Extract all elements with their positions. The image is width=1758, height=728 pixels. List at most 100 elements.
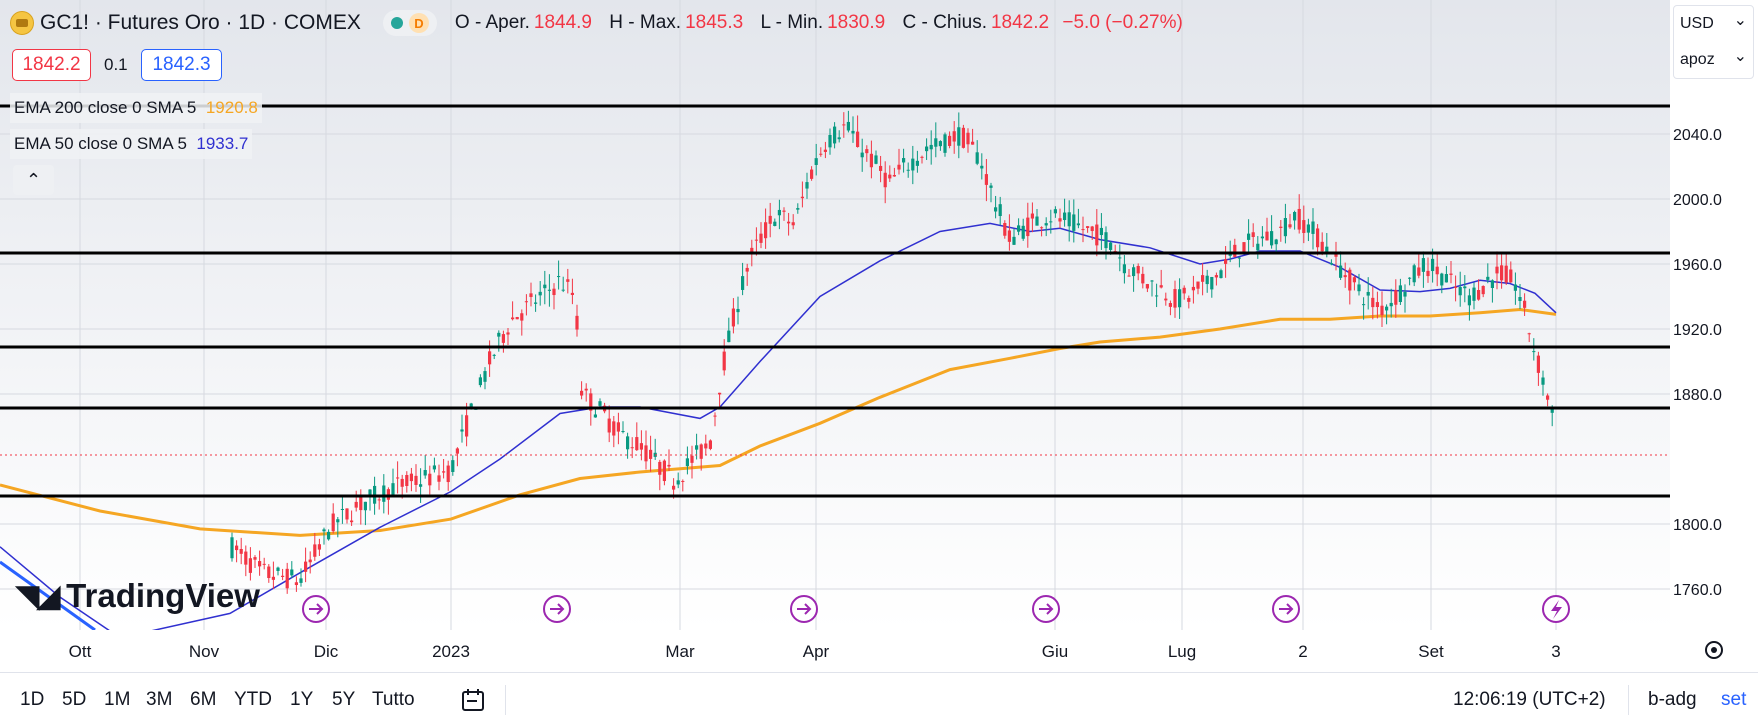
candles: [230, 110, 1554, 594]
candle-body: [1127, 275, 1131, 277]
collapse-legend-button[interactable]: ⌃: [13, 165, 54, 195]
candle-body: [230, 537, 234, 559]
candle-body: [1228, 254, 1232, 256]
candle-body: [1486, 276, 1490, 280]
candle-body: [1500, 265, 1504, 281]
candle-body: [1362, 304, 1366, 306]
candle-body: [593, 414, 597, 418]
event-marker-icon[interactable]: [543, 595, 571, 623]
timeframe-3m[interactable]: 3M: [146, 689, 173, 710]
candle-body: [1339, 265, 1343, 278]
candle-body: [966, 132, 970, 145]
candle-body: [1380, 305, 1384, 316]
currency-selector[interactable]: USD apoz: [1673, 5, 1754, 79]
candle-body: [607, 418, 611, 433]
buy-button[interactable]: 1842.3: [141, 49, 222, 81]
candle-body: [547, 289, 551, 291]
event-marker-icon[interactable]: [790, 595, 818, 623]
candle-body: [1053, 209, 1057, 214]
event-marker-icon[interactable]: [302, 595, 330, 623]
time-tick-label: 3: [1551, 642, 1560, 661]
candle-body: [1141, 273, 1145, 284]
price-tick-label: 1920.0: [1673, 322, 1722, 339]
candle-body: [1178, 289, 1182, 308]
timeframe-1y[interactable]: 1Y: [290, 689, 314, 710]
timeframe-5d[interactable]: 5D: [62, 689, 87, 710]
candle-body: [1302, 220, 1306, 233]
candle-body: [1385, 306, 1389, 311]
candle-body: [529, 293, 533, 298]
candle-body: [1440, 273, 1444, 286]
candle-body: [869, 153, 873, 168]
candle-body: [253, 557, 257, 560]
settings-toggle[interactable]: set: [1721, 689, 1747, 710]
candle-body: [768, 215, 772, 224]
candle-body: [800, 196, 804, 199]
candle-body: [1044, 223, 1048, 226]
sell-button[interactable]: 1842.2: [12, 49, 91, 81]
timeframe-tutto[interactable]: Tutto: [372, 689, 415, 710]
candle-body: [1320, 241, 1324, 252]
price-axis: 2040.0 2000.0 1960.0 1920.0 1880.0 1800.0 1760…: [1670, 0, 1758, 630]
candle-body: [874, 155, 878, 164]
flash-event-icon[interactable]: [1542, 595, 1570, 623]
candle-body: [290, 569, 294, 576]
time-axis: Ott Nov Dic 2023 Mar Apr Giu Lug 2 Set 3: [0, 630, 1758, 672]
candle-body: [1242, 242, 1246, 253]
candle-body: [984, 174, 988, 185]
candle-body: [1270, 231, 1274, 246]
candle-body: [1173, 289, 1177, 308]
event-marker-icon[interactable]: [1032, 595, 1060, 623]
candle-body: [626, 436, 630, 450]
candle-body: [1357, 284, 1361, 292]
candle-body: [1210, 276, 1214, 290]
clock[interactable]: 12:06:19 (UTC+2): [1453, 689, 1606, 710]
candle-body: [1256, 243, 1260, 251]
spread-value: 0.1: [104, 55, 128, 74]
candle-body: [239, 548, 243, 554]
candle-body: [396, 477, 400, 479]
axis-settings-icon[interactable]: [1705, 641, 1723, 659]
candle-body: [465, 415, 469, 437]
candle-body: [497, 332, 501, 337]
timeframe-ytd[interactable]: YTD: [234, 689, 272, 710]
candle-body: [1030, 213, 1034, 219]
adjustment-toggle[interactable]: b-adg: [1648, 689, 1697, 710]
symbol-title[interactable]: GC1! · Futures Oro · 1D · COMEX: [40, 11, 361, 34]
candle-body: [1509, 269, 1513, 283]
time-tick-label: Dic: [314, 642, 339, 661]
candle-body: [377, 499, 381, 501]
time-tick-label: Giu: [1042, 642, 1068, 661]
timeframe-5y[interactable]: 5Y: [332, 689, 356, 710]
candle-body: [690, 455, 694, 463]
time-tick-label: Apr: [803, 642, 830, 661]
candle-body: [543, 284, 547, 289]
timeframe-1m[interactable]: 1M: [104, 689, 131, 710]
candle-body: [1214, 275, 1218, 278]
candle-body: [1136, 265, 1140, 274]
candle-body: [1090, 226, 1094, 232]
candle-body: [782, 210, 786, 212]
timeframe-6m[interactable]: 6M: [190, 689, 217, 710]
candle-body: [1049, 221, 1053, 223]
candle-body: [515, 316, 519, 320]
candle-body: [731, 308, 735, 327]
candle-body: [423, 470, 427, 476]
price-chart[interactable]: 2058.31967.21909.41871.31816.61842.211:0…: [0, 0, 1758, 672]
event-markers: [302, 595, 1570, 623]
market-status[interactable]: D: [382, 10, 437, 36]
candle-body: [819, 153, 823, 155]
currency-unit[interactable]: USD: [1674, 6, 1753, 42]
candle-body: [409, 473, 413, 482]
calendar-range-icon[interactable]: [460, 687, 486, 713]
candle-body: [1237, 257, 1241, 259]
unit-scale[interactable]: apoz: [1674, 42, 1753, 78]
candle-body: [1159, 285, 1163, 288]
candle-body: [961, 127, 965, 148]
indicator-ema50[interactable]: EMA 50 close 0 SMA 5 1933.7: [10, 129, 253, 159]
indicator-ema200[interactable]: EMA 200 close 0 SMA 5 1920.8: [10, 93, 262, 123]
event-marker-icon[interactable]: [1272, 595, 1300, 623]
timeframe-1d[interactable]: 1D: [20, 689, 45, 710]
time-axis-background: [0, 630, 1758, 672]
candle-body: [382, 485, 386, 502]
